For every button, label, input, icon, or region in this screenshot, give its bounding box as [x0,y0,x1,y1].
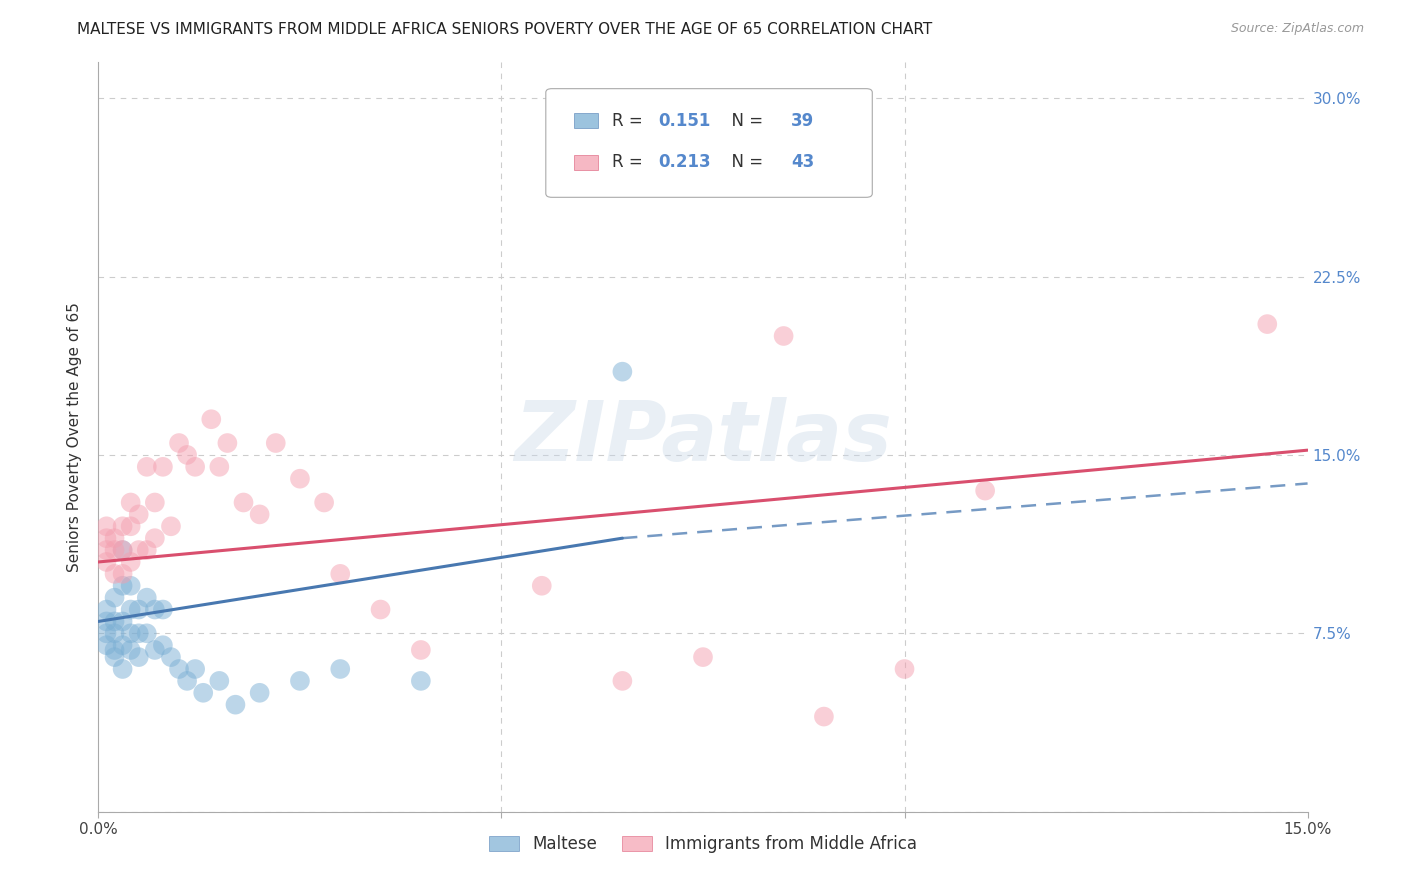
Text: N =: N = [721,112,769,130]
Point [152,459,174,474]
Point [264,436,287,450]
FancyBboxPatch shape [574,154,598,169]
Point [96,519,118,533]
Point [96,531,118,545]
Point [120,495,142,509]
Text: 0.213: 0.213 [658,153,711,171]
Point [193,686,215,700]
Point [200,412,222,426]
Point [135,591,157,605]
FancyBboxPatch shape [546,88,872,197]
Point [96,626,118,640]
Point [249,508,271,522]
Point [409,643,432,657]
Point [128,602,150,616]
Point [224,698,246,712]
Text: R =: R = [613,153,648,171]
Point [612,365,634,379]
Point [152,602,174,616]
Text: N =: N = [721,153,769,171]
Point [530,579,553,593]
Point [103,650,125,665]
Point [208,673,231,688]
Point [893,662,915,676]
Point [111,543,134,558]
Point [143,495,166,509]
Point [103,566,125,581]
Point [329,662,352,676]
Point [813,709,835,723]
Point [143,531,166,545]
Point [167,662,190,676]
Point [329,566,352,581]
Text: 0.151: 0.151 [658,112,710,130]
Point [370,602,392,616]
Legend: Maltese, Immigrants from Middle Africa: Maltese, Immigrants from Middle Africa [482,829,924,860]
Text: 43: 43 [792,153,814,171]
Point [288,472,311,486]
Point [120,626,142,640]
Point [96,638,118,652]
Point [135,459,157,474]
Point [128,508,150,522]
Point [232,495,254,509]
Point [612,673,634,688]
Point [160,650,183,665]
Point [120,519,142,533]
Point [111,662,134,676]
Point [135,626,157,640]
Point [135,543,157,558]
Point [167,436,190,450]
Point [772,329,794,343]
Point [103,531,125,545]
Text: R =: R = [613,112,648,130]
Y-axis label: Seniors Poverty Over the Age of 65: Seniors Poverty Over the Age of 65 [67,302,83,572]
Point [409,673,432,688]
Point [288,673,311,688]
Point [103,643,125,657]
Point [111,638,134,652]
Point [96,615,118,629]
Point [143,643,166,657]
Point [184,662,207,676]
Point [160,519,183,533]
Point [692,650,714,665]
Point [120,579,142,593]
Point [111,543,134,558]
Point [111,566,134,581]
Point [103,591,125,605]
Text: ZIPatlas: ZIPatlas [515,397,891,477]
Point [111,615,134,629]
Point [120,602,142,616]
Text: MALTESE VS IMMIGRANTS FROM MIDDLE AFRICA SENIORS POVERTY OVER THE AGE OF 65 CORR: MALTESE VS IMMIGRANTS FROM MIDDLE AFRICA… [77,22,932,37]
Point [128,543,150,558]
Point [103,615,125,629]
Point [103,543,125,558]
Point [128,650,150,665]
Point [143,602,166,616]
Point [249,686,271,700]
Point [96,602,118,616]
Point [152,638,174,652]
Point [96,543,118,558]
Point [120,643,142,657]
Text: 39: 39 [792,112,814,130]
Point [217,436,239,450]
Point [184,459,207,474]
Point [111,519,134,533]
Point [176,448,198,462]
Point [111,579,134,593]
Point [176,673,198,688]
Point [1256,317,1278,331]
Point [974,483,997,498]
Point [96,555,118,569]
Text: Source: ZipAtlas.com: Source: ZipAtlas.com [1230,22,1364,36]
Point [208,459,231,474]
Point [120,555,142,569]
Point [103,626,125,640]
Point [314,495,336,509]
Point [128,626,150,640]
FancyBboxPatch shape [574,113,598,128]
